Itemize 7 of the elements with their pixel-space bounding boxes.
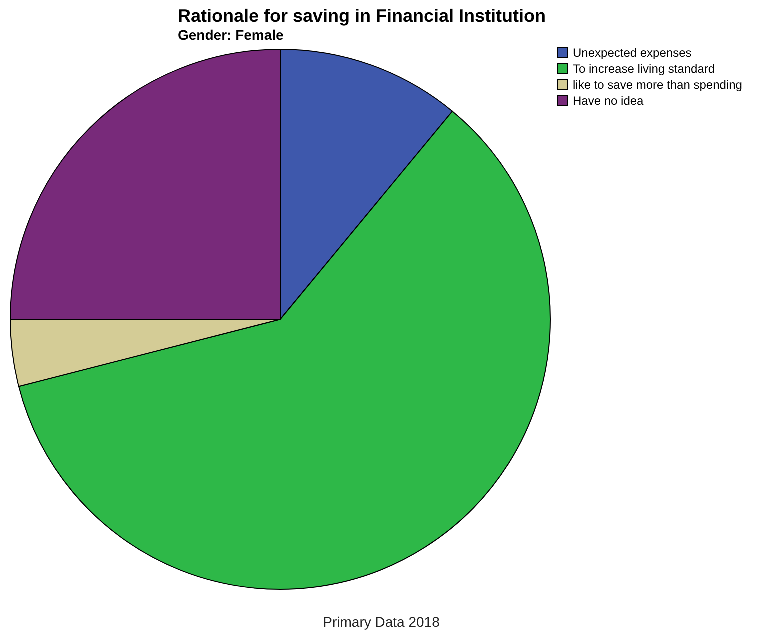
legend-label: Have no idea (573, 94, 644, 108)
chart-title: Rationale for saving in Financial Institution (178, 6, 546, 26)
legend-label: To increase living standard (573, 62, 716, 76)
chart-subtitle: Gender: Female (178, 27, 284, 43)
legend-label: Unexpected expenses (573, 46, 692, 60)
text: Primary Data 2018 (322, 614, 441, 630)
legend-label: like to save more than spending (573, 78, 742, 92)
